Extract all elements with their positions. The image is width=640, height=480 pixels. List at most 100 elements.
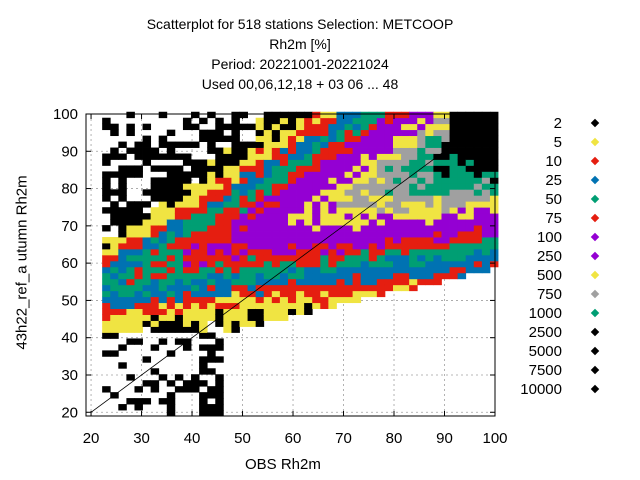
density-cell (352, 159, 362, 166)
density-cell (409, 129, 418, 137)
density-cell (255, 243, 265, 250)
y-tick-label: 30 (61, 367, 78, 384)
density-cell (425, 278, 434, 286)
density-cell (328, 171, 337, 178)
density-cell (393, 231, 402, 238)
density-cell (223, 219, 232, 226)
density-cell (449, 195, 459, 202)
density-cell (344, 177, 354, 184)
density-cell (223, 159, 232, 166)
density-cell (166, 296, 176, 304)
density-cell (166, 219, 176, 226)
density-cell (263, 272, 273, 280)
density-cell (481, 165, 491, 172)
density-cell (166, 189, 176, 196)
density-cell (199, 398, 208, 405)
density-cell (393, 153, 402, 160)
density-cell (118, 272, 127, 280)
density-cell (199, 314, 208, 321)
density-cell (457, 129, 467, 137)
density-cell (344, 207, 354, 214)
density-cell (433, 195, 442, 202)
density-cell (223, 207, 232, 214)
density-cell (239, 171, 248, 178)
density-cell (191, 386, 200, 393)
density-cell (239, 165, 248, 172)
density-cell (239, 237, 248, 244)
density-cell (409, 225, 418, 232)
legend-marker (590, 137, 600, 147)
density-cell (304, 266, 313, 274)
density-cell (312, 195, 321, 202)
density-cell (304, 153, 313, 160)
density-cell (239, 248, 248, 256)
density-cell (199, 302, 208, 310)
density-cell (134, 171, 143, 178)
density-cell (199, 320, 208, 327)
legend-label: 50 (545, 191, 562, 208)
density-cell (384, 219, 394, 226)
density-cell (384, 201, 394, 208)
density-cell (263, 123, 273, 131)
density-cell (223, 290, 232, 298)
density-cell (287, 147, 297, 154)
density-cell (352, 219, 362, 226)
density-cell (473, 207, 483, 214)
density-cell (417, 171, 426, 178)
density-cell (384, 225, 394, 232)
density-cell (102, 314, 111, 321)
density-cell (215, 410, 224, 417)
density-cell (465, 177, 475, 184)
density-cell (191, 201, 200, 208)
density-cell (255, 302, 265, 310)
density-cell (215, 284, 224, 292)
density-cell (239, 195, 248, 202)
density-cell (352, 165, 362, 172)
density-cell (118, 260, 127, 268)
density-cell (174, 314, 184, 321)
density-cell (465, 254, 475, 262)
density-cell (118, 278, 127, 286)
density-cell (150, 213, 160, 220)
density-cell (433, 171, 442, 178)
density-cell (457, 237, 467, 244)
density-cell (215, 231, 224, 238)
density-cell (166, 207, 176, 214)
density-cell (304, 171, 313, 178)
density-cell (352, 183, 362, 190)
density-cell (239, 147, 248, 154)
density-cell (328, 111, 337, 119)
density-cell (376, 165, 386, 172)
density-cell (449, 153, 459, 160)
density-cell (182, 171, 192, 178)
density-cell (279, 171, 289, 178)
density-cell (409, 177, 418, 184)
density-cell (296, 165, 305, 172)
density-cell (142, 272, 152, 280)
density-cell (433, 141, 442, 148)
density-cell (231, 290, 240, 298)
density-cell (344, 290, 354, 298)
density-cell (473, 248, 483, 256)
density-cell (255, 153, 265, 160)
density-cell (384, 248, 394, 256)
density-cell (215, 398, 224, 405)
density-cell (199, 392, 208, 399)
density-cell (287, 117, 297, 125)
density-cell (199, 404, 208, 411)
density-cell (142, 296, 152, 304)
density-cell (207, 344, 216, 351)
density-cell (312, 141, 321, 148)
density-cell (150, 254, 160, 262)
density-cell (409, 266, 418, 274)
density-cell (134, 165, 143, 172)
density-cell (336, 153, 345, 160)
density-cell (312, 225, 321, 232)
density-cell (239, 308, 248, 315)
density-cell (191, 183, 200, 190)
density-cell (441, 111, 450, 119)
density-cell (223, 165, 232, 172)
density-cell (215, 177, 224, 184)
density-cell (134, 207, 143, 214)
density-cell (134, 231, 143, 238)
